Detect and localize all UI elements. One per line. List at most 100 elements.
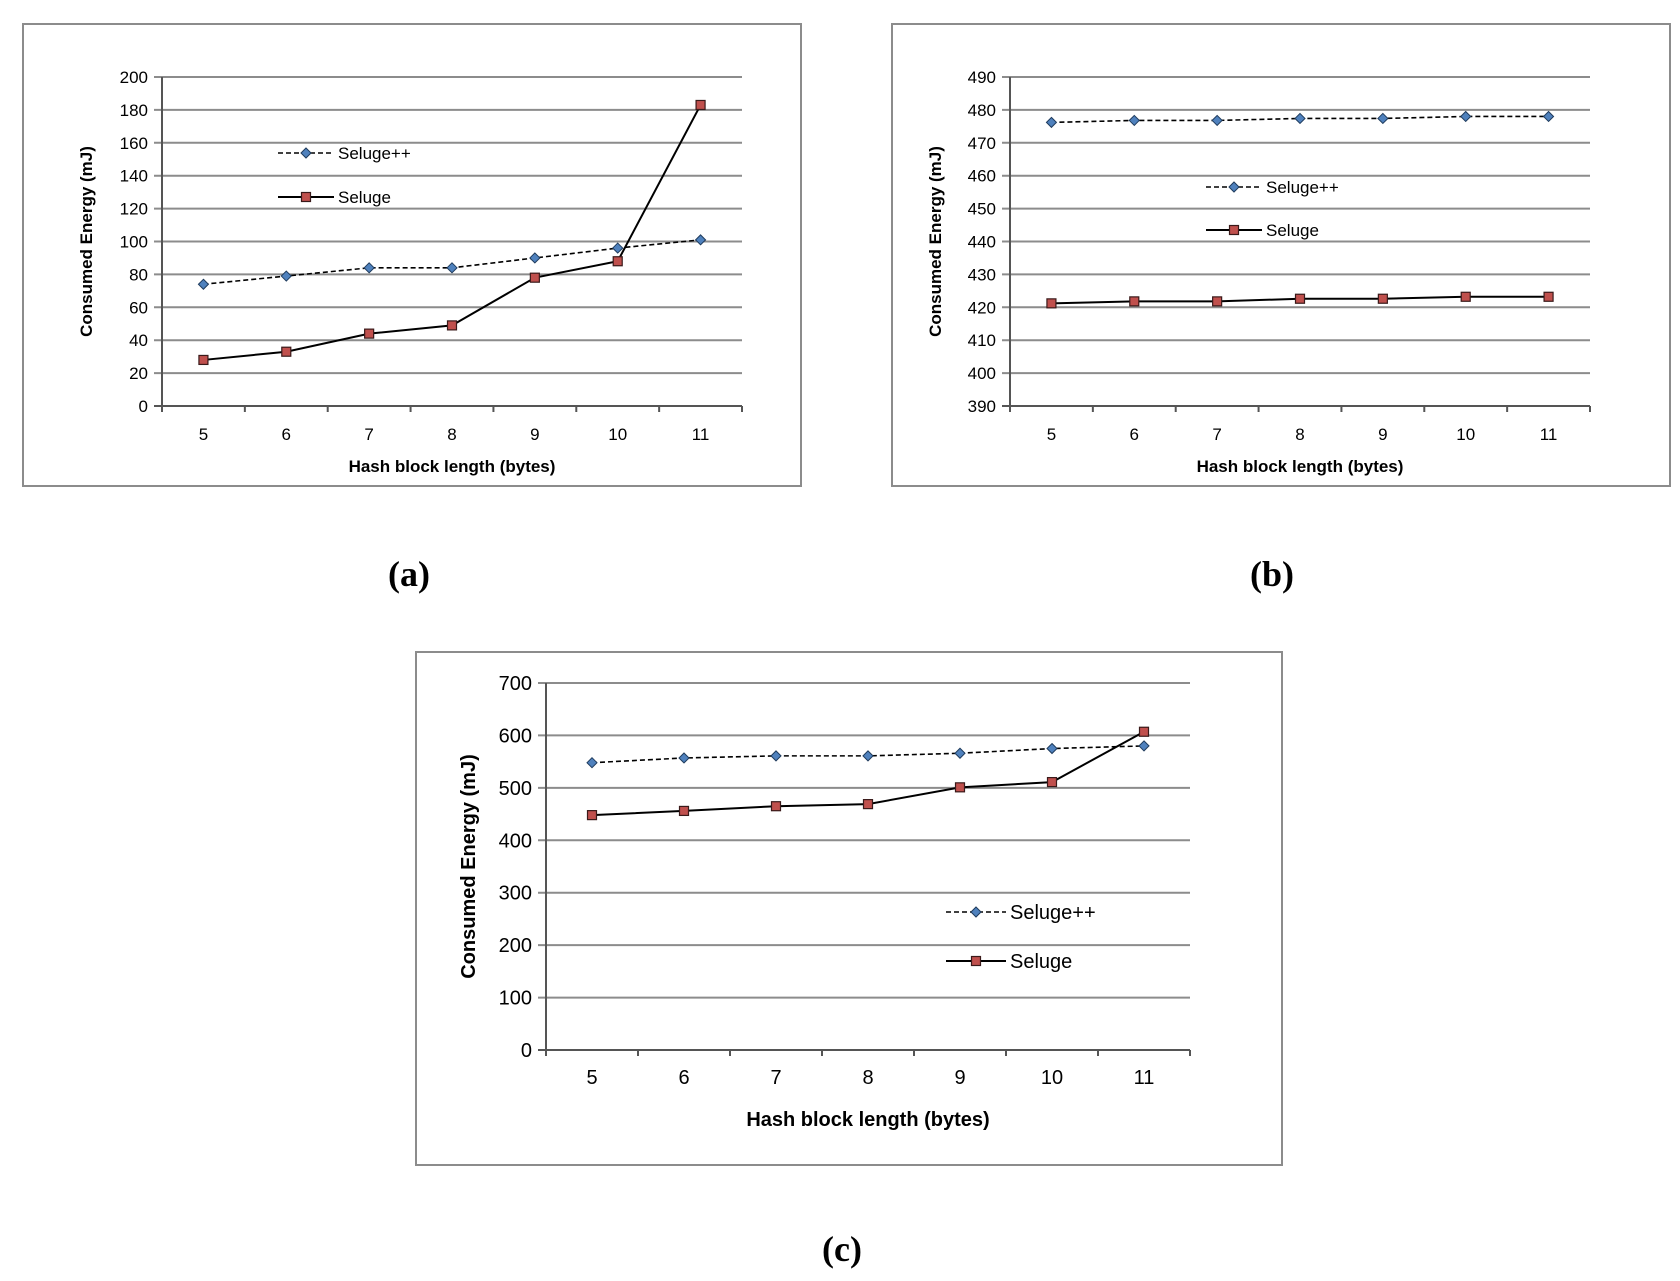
data-point-seluge-plus [1128, 114, 1140, 127]
legend-marker-seluge [970, 955, 982, 967]
y-tick-label: 500 [499, 778, 532, 800]
legend-marker-seluge-plus [300, 147, 312, 159]
x-tick-label: 5 [1047, 425, 1056, 444]
x-tick-label: 5 [586, 1067, 597, 1089]
chart-panel-a: 0 20 40 60 80 100 120 140 160 180 200 5 6 7 8 9 10 11 Hash… [22, 23, 822, 490]
x-tick-label: 8 [862, 1067, 873, 1089]
data-point-seluge [1129, 296, 1140, 307]
data-point-seluge-plus [197, 278, 210, 290]
data-point-seluge-plus [529, 252, 541, 264]
legend-marker-seluge-plus [1228, 181, 1240, 193]
data-point-seluge [1046, 776, 1058, 788]
data-point-seluge [1046, 298, 1057, 309]
data-point-seluge [1377, 293, 1388, 304]
y-tick-label: 400 [499, 830, 532, 852]
legend-label-seluge-plus: Seluge++ [1266, 178, 1339, 197]
data-point-seluge-plus [1138, 740, 1150, 752]
chart-b: 390 400 410 420 430 440 450 460 470 480 490 5 6 7 8 9 10… [891, 23, 1671, 487]
y-tick-label: 410 [968, 331, 996, 350]
data-point-seluge [1543, 291, 1554, 302]
y-tick-label: 460 [968, 167, 996, 186]
y-tick-label: 440 [968, 232, 996, 251]
data-point-seluge [1294, 293, 1306, 304]
x-tick-label: 11 [692, 425, 710, 444]
data-point-seluge [1212, 296, 1223, 307]
chart-a: 0 20 40 60 80 100 120 140 160 180 200 5 6 7 8 9 10 11 Hash… [22, 23, 802, 487]
data-point-seluge [862, 799, 874, 810]
y-tick-label: 0 [521, 1040, 532, 1062]
data-point-seluge [529, 272, 540, 283]
y-tick-label: 480 [968, 101, 996, 120]
data-point-seluge-plus [678, 752, 690, 764]
x-tick-label: 7 [364, 425, 373, 444]
x-axis-label: Hash block length (bytes) [349, 457, 556, 476]
legend-label-seluge: Seluge [338, 188, 391, 207]
x-tick-label: 9 [954, 1067, 965, 1089]
data-point-seluge-plus [280, 270, 292, 282]
x-tick-label: 5 [199, 425, 208, 444]
y-tick-label: 200 [120, 68, 148, 87]
data-point-seluge-plus [1377, 112, 1389, 125]
x-axis-label: Hash block length (bytes) [746, 1109, 989, 1131]
data-point-seluge [364, 328, 375, 339]
chart-c: 0 100 200 300 400 500 600 700 5 6 7 8 9 10 11 Hash bloc… [415, 651, 1283, 1166]
legend-label-seluge: Seluge [1010, 951, 1072, 973]
y-tick-label: 60 [129, 298, 148, 317]
y-tick-label: 80 [129, 265, 148, 284]
x-tick-label: 6 [282, 425, 291, 444]
x-tick-label: 10 [608, 425, 627, 444]
data-point-seluge-plus [1460, 110, 1472, 123]
x-tick-label: 10 [1041, 1067, 1063, 1089]
y-tick-label: 430 [968, 265, 996, 284]
x-tick-label: 7 [1212, 425, 1221, 444]
data-point-seluge [770, 801, 782, 812]
data-point-seluge [1460, 291, 1471, 302]
data-point-seluge [446, 320, 458, 331]
x-tick-label: 7 [770, 1067, 781, 1089]
x-tick-label: 11 [1540, 425, 1558, 444]
legend-marker-seluge-plus [970, 906, 982, 918]
data-point-seluge [695, 99, 706, 111]
data-point-seluge-plus [612, 242, 624, 254]
x-tick-label: 8 [1295, 425, 1304, 444]
data-point-seluge [954, 782, 966, 793]
legend-label-seluge: Seluge [1266, 221, 1319, 240]
y-tick-label: 390 [968, 397, 996, 416]
y-axis-label: Consumed Energy (mJ) [926, 146, 945, 337]
x-tick-label: 9 [1378, 425, 1387, 444]
y-tick-label: 420 [968, 298, 996, 317]
y-tick-label: 100 [120, 232, 148, 251]
data-point-seluge [612, 256, 623, 267]
data-point-seluge-plus [1542, 110, 1555, 123]
chart-panel-b: 390 400 410 420 430 440 450 460 470 480 490 5 6 7 8 9 10… [891, 23, 1680, 490]
data-point-seluge-plus [862, 750, 874, 762]
data-point-seluge [586, 810, 598, 821]
x-axis-label: Hash block length (bytes) [1197, 457, 1404, 476]
y-tick-label: 20 [129, 364, 148, 383]
legend-marker-seluge [300, 191, 312, 203]
legend-label-seluge-plus: Seluge++ [338, 144, 411, 163]
data-point-seluge [1138, 726, 1150, 737]
caption-a: (a) [388, 554, 430, 594]
y-tick-label: 100 [499, 988, 532, 1010]
data-point-seluge [198, 354, 209, 366]
x-tick-label: 9 [530, 425, 539, 444]
chart-frame [891, 23, 1671, 487]
x-tick-label: 11 [1134, 1067, 1155, 1089]
data-point-seluge-plus [446, 262, 458, 274]
y-tick-label: 0 [139, 397, 148, 416]
y-tick-label: 180 [120, 101, 148, 120]
data-point-seluge [281, 346, 292, 357]
data-point-seluge-plus [586, 756, 598, 769]
x-tick-label: 10 [1456, 425, 1475, 444]
caption-c: (c) [822, 1229, 862, 1269]
y-tick-label: 120 [120, 200, 148, 219]
y-tick-label: 470 [968, 134, 996, 153]
y-tick-label: 400 [968, 364, 996, 383]
y-axis-label: Consumed Energy (mJ) [77, 146, 96, 337]
y-tick-label: 40 [129, 331, 148, 350]
data-point-seluge-plus [954, 747, 966, 759]
y-tick-label: 700 [499, 673, 532, 695]
data-point-seluge-plus [363, 262, 375, 274]
x-tick-label: 6 [1130, 425, 1139, 444]
